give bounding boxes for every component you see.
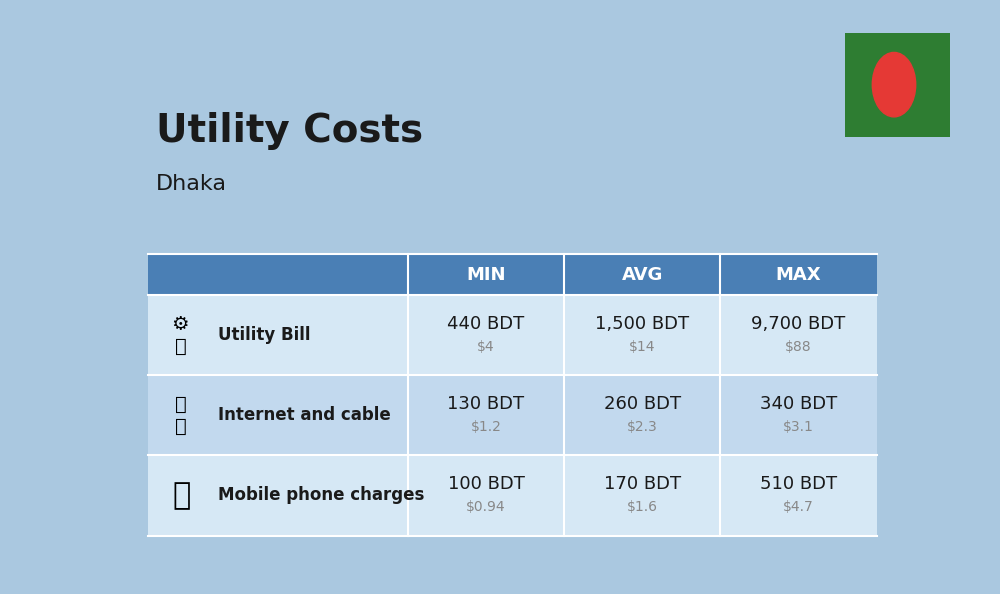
Text: 100 BDT: 100 BDT bbox=[448, 475, 524, 493]
Text: AVG: AVG bbox=[622, 266, 663, 284]
Text: MAX: MAX bbox=[776, 266, 821, 284]
Text: $0.94: $0.94 bbox=[466, 500, 506, 514]
Text: 510 BDT: 510 BDT bbox=[760, 475, 837, 493]
Text: 9,700 BDT: 9,700 BDT bbox=[751, 315, 846, 333]
Text: Mobile phone charges: Mobile phone charges bbox=[218, 486, 424, 504]
Text: $14: $14 bbox=[629, 340, 656, 354]
Text: $1.2: $1.2 bbox=[471, 420, 501, 434]
Text: $1.6: $1.6 bbox=[627, 500, 658, 514]
Text: 130 BDT: 130 BDT bbox=[447, 395, 525, 413]
Text: MIN: MIN bbox=[466, 266, 506, 284]
Text: Utility Bill: Utility Bill bbox=[218, 327, 310, 345]
Text: 📶
🖨: 📶 🖨 bbox=[175, 395, 187, 436]
Text: 340 BDT: 340 BDT bbox=[760, 395, 837, 413]
Text: $2.3: $2.3 bbox=[627, 420, 658, 434]
Text: ⚙️
🔌: ⚙️ 🔌 bbox=[172, 315, 190, 356]
Text: 440 BDT: 440 BDT bbox=[447, 315, 525, 333]
Text: $4: $4 bbox=[477, 340, 495, 354]
Bar bbox=[148, 295, 877, 375]
Text: 260 BDT: 260 BDT bbox=[604, 395, 681, 413]
Text: 📱: 📱 bbox=[172, 481, 190, 510]
Text: Dhaka: Dhaka bbox=[156, 174, 227, 194]
Circle shape bbox=[872, 52, 916, 117]
Text: $4.7: $4.7 bbox=[783, 500, 814, 514]
Text: $3.1: $3.1 bbox=[783, 420, 814, 434]
Text: Utility Costs: Utility Costs bbox=[156, 112, 423, 150]
Text: Internet and cable: Internet and cable bbox=[218, 406, 391, 425]
Bar bbox=[148, 456, 877, 536]
Bar bbox=[148, 375, 877, 456]
Text: $88: $88 bbox=[785, 340, 812, 354]
Text: 170 BDT: 170 BDT bbox=[604, 475, 681, 493]
Bar bbox=[148, 254, 877, 295]
Text: 1,500 BDT: 1,500 BDT bbox=[595, 315, 689, 333]
